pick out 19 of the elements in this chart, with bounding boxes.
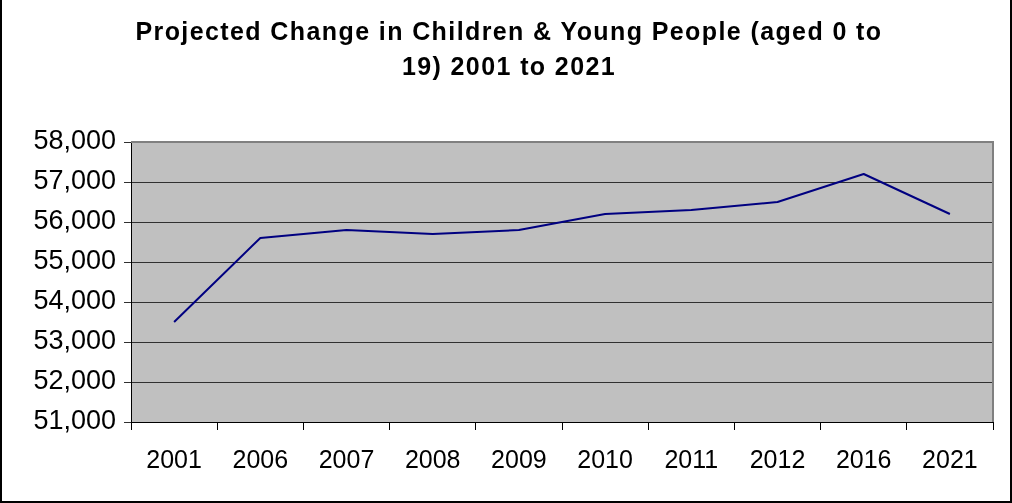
x-tick-label: 2008 — [404, 444, 461, 473]
x-tick-label: 2006 — [232, 444, 289, 473]
x-tick-label: 2001 — [146, 444, 202, 473]
x-tick-label: 2009 — [491, 444, 547, 473]
x-tick-label: 2021 — [922, 444, 978, 473]
x-tick-label: 2011 — [664, 444, 719, 473]
y-tick-label: 54,000 — [33, 285, 116, 316]
y-tick-label: 56,000 — [33, 205, 116, 236]
y-tick-label: 51,000 — [33, 405, 116, 436]
x-tick-label: 2010 — [577, 444, 633, 473]
y-tick-label: 53,000 — [33, 325, 116, 356]
chart-title: Projected Change in Children & Young People (aged 0 to 19) 2001 to 2021 — [134, 16, 884, 82]
x-tick-label: 2016 — [835, 444, 892, 473]
x-tick-label: 2012 — [749, 444, 806, 473]
x-tick-label: 2007 — [318, 444, 375, 473]
y-tick-label: 58,000 — [33, 125, 116, 156]
y-tick-label: 55,000 — [33, 245, 116, 276]
y-tick-label: 52,000 — [33, 365, 116, 396]
y-tick-label: 57,000 — [33, 165, 116, 196]
